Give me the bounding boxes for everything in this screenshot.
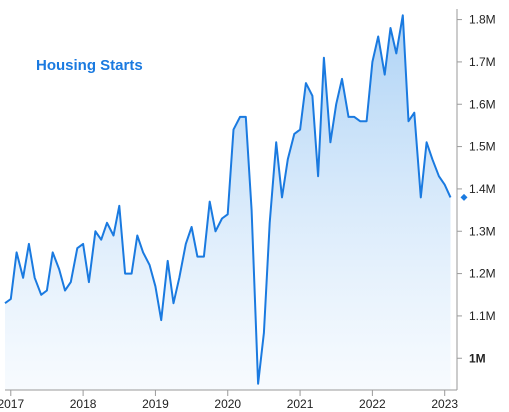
y-tick-label: 1.2M — [469, 267, 496, 281]
x-axis-ticks: 2017 2018 2019 2020 2021 2022 2023 — [0, 390, 458, 411]
x-tick-label: 2019 — [142, 397, 169, 411]
x-tick-label: 2023 — [431, 397, 458, 411]
y-tick-label: 1.7M — [469, 55, 496, 69]
current-value-marker — [460, 193, 468, 201]
x-tick-label: 2022 — [359, 397, 386, 411]
chart-title: Housing Starts — [36, 57, 143, 74]
y-tick-label: 1M — [469, 351, 486, 365]
x-tick-label: 2020 — [214, 397, 241, 411]
y-axis-ticks: 1M 1.1M 1.2M 1.3M 1.4M 1.5M 1.6M 1.7M 1.8M — [457, 13, 496, 365]
x-tick-label: 2017 — [0, 397, 24, 411]
x-tick-label: 2018 — [70, 397, 97, 411]
y-tick-label: 1.3M — [469, 224, 496, 238]
y-tick-label: 1.4M — [469, 182, 496, 196]
series-line — [4, 14, 452, 385]
x-tick-label: 2021 — [287, 397, 314, 411]
y-tick-label: 1.5M — [469, 140, 496, 154]
area-fill — [5, 15, 451, 391]
y-tick-label: 1.6M — [469, 97, 496, 111]
y-tick-label: 1.1M — [469, 309, 496, 323]
y-tick-label: 1.8M — [469, 13, 496, 27]
